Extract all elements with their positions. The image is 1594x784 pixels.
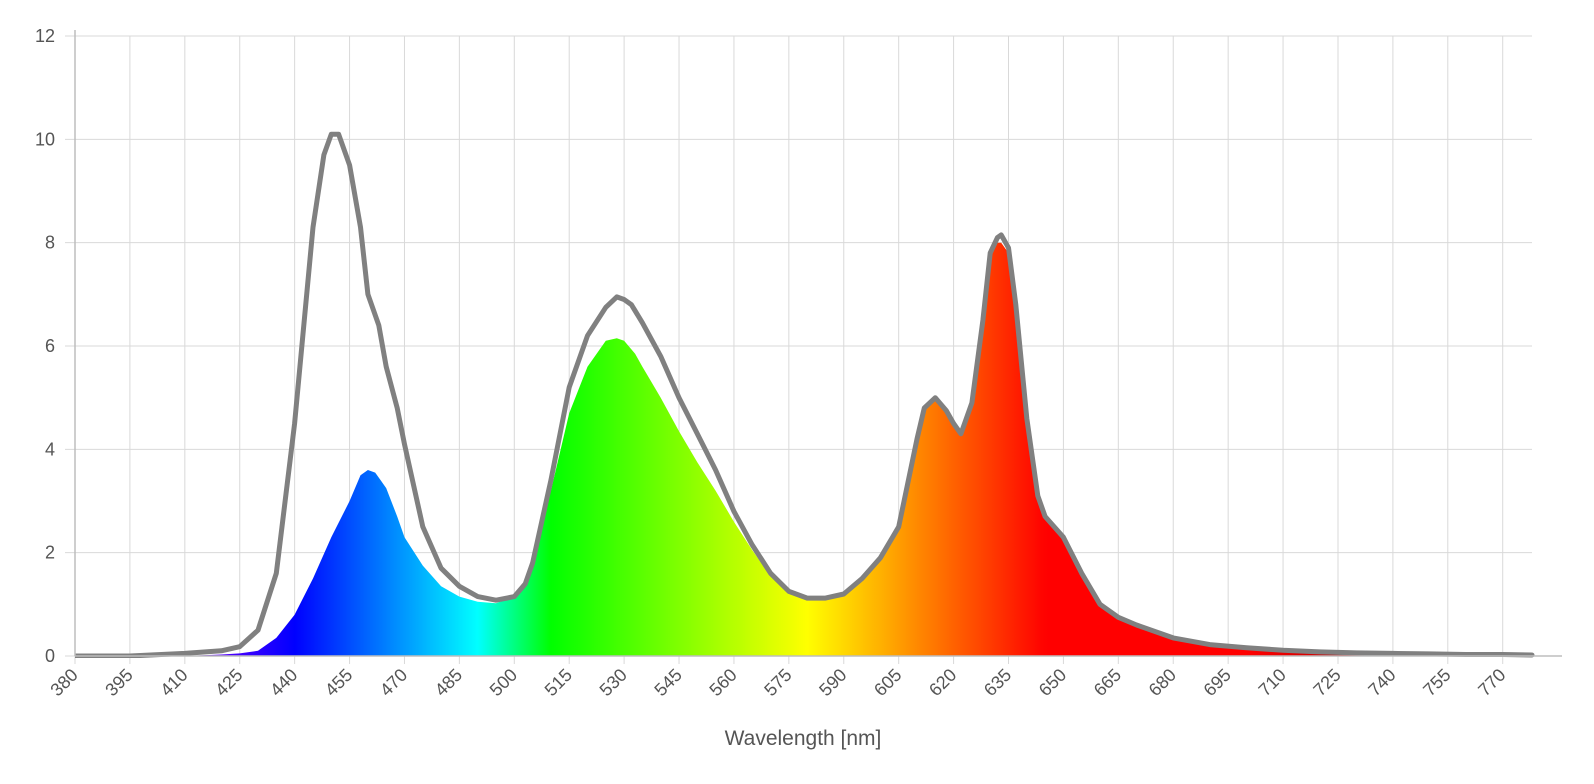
x-tick-label: 425 — [211, 665, 246, 700]
y-tick-label: 0 — [45, 646, 55, 666]
y-tick-label: 4 — [45, 439, 55, 459]
x-tick-label: 725 — [1309, 665, 1344, 700]
x-tick-label: 665 — [1090, 665, 1125, 700]
x-tick-label: 635 — [980, 665, 1015, 700]
x-tick-label: 740 — [1364, 665, 1399, 700]
x-axis-title: Wavelength [nm] — [725, 727, 882, 750]
x-tick-label: 755 — [1419, 665, 1454, 700]
x-tick-label: 560 — [705, 665, 740, 700]
outline-series-line — [75, 131, 1535, 658]
x-tick-label: 485 — [431, 665, 466, 700]
y-tick-label: 8 — [45, 233, 55, 253]
x-tick-label: 695 — [1200, 665, 1235, 700]
x-tick-label: 500 — [486, 665, 521, 700]
x-tick-label: 380 — [46, 665, 81, 700]
grid-lines — [65, 35, 1532, 664]
x-tick-labels: 380 395 410 425 440 455 470 485 500 515 530 545 560 5… — [46, 665, 1509, 700]
x-tick-label: 680 — [1145, 665, 1180, 700]
axes — [74, 30, 1562, 657]
outline-layer — [75, 131, 1535, 658]
y-tick-label: 6 — [45, 336, 55, 356]
x-tick-label: 650 — [1035, 665, 1070, 700]
x-tick-label: 410 — [156, 665, 191, 700]
x-tick-label: 470 — [376, 665, 411, 700]
x-tick-label: 395 — [101, 665, 136, 700]
x-tick-label: 605 — [870, 665, 905, 700]
x-tick-label: 545 — [650, 665, 685, 700]
y-tick-label: 12 — [35, 26, 55, 46]
x-tick-label: 440 — [266, 665, 301, 700]
x-tick-label: 620 — [925, 665, 960, 700]
x-tick-label: 575 — [760, 665, 795, 700]
y-tick-labels: 0 2 4 6 8 10 12 — [35, 26, 55, 666]
x-tick-label: 455 — [321, 665, 356, 700]
y-tick-label: 10 — [35, 129, 55, 149]
y-tick-label: 2 — [45, 543, 55, 563]
x-tick-label: 515 — [541, 665, 576, 700]
x-tick-label: 770 — [1474, 665, 1509, 700]
x-tick-label: 710 — [1255, 665, 1290, 700]
x-tick-label: 530 — [596, 665, 631, 700]
x-tick-label: 590 — [815, 665, 850, 700]
